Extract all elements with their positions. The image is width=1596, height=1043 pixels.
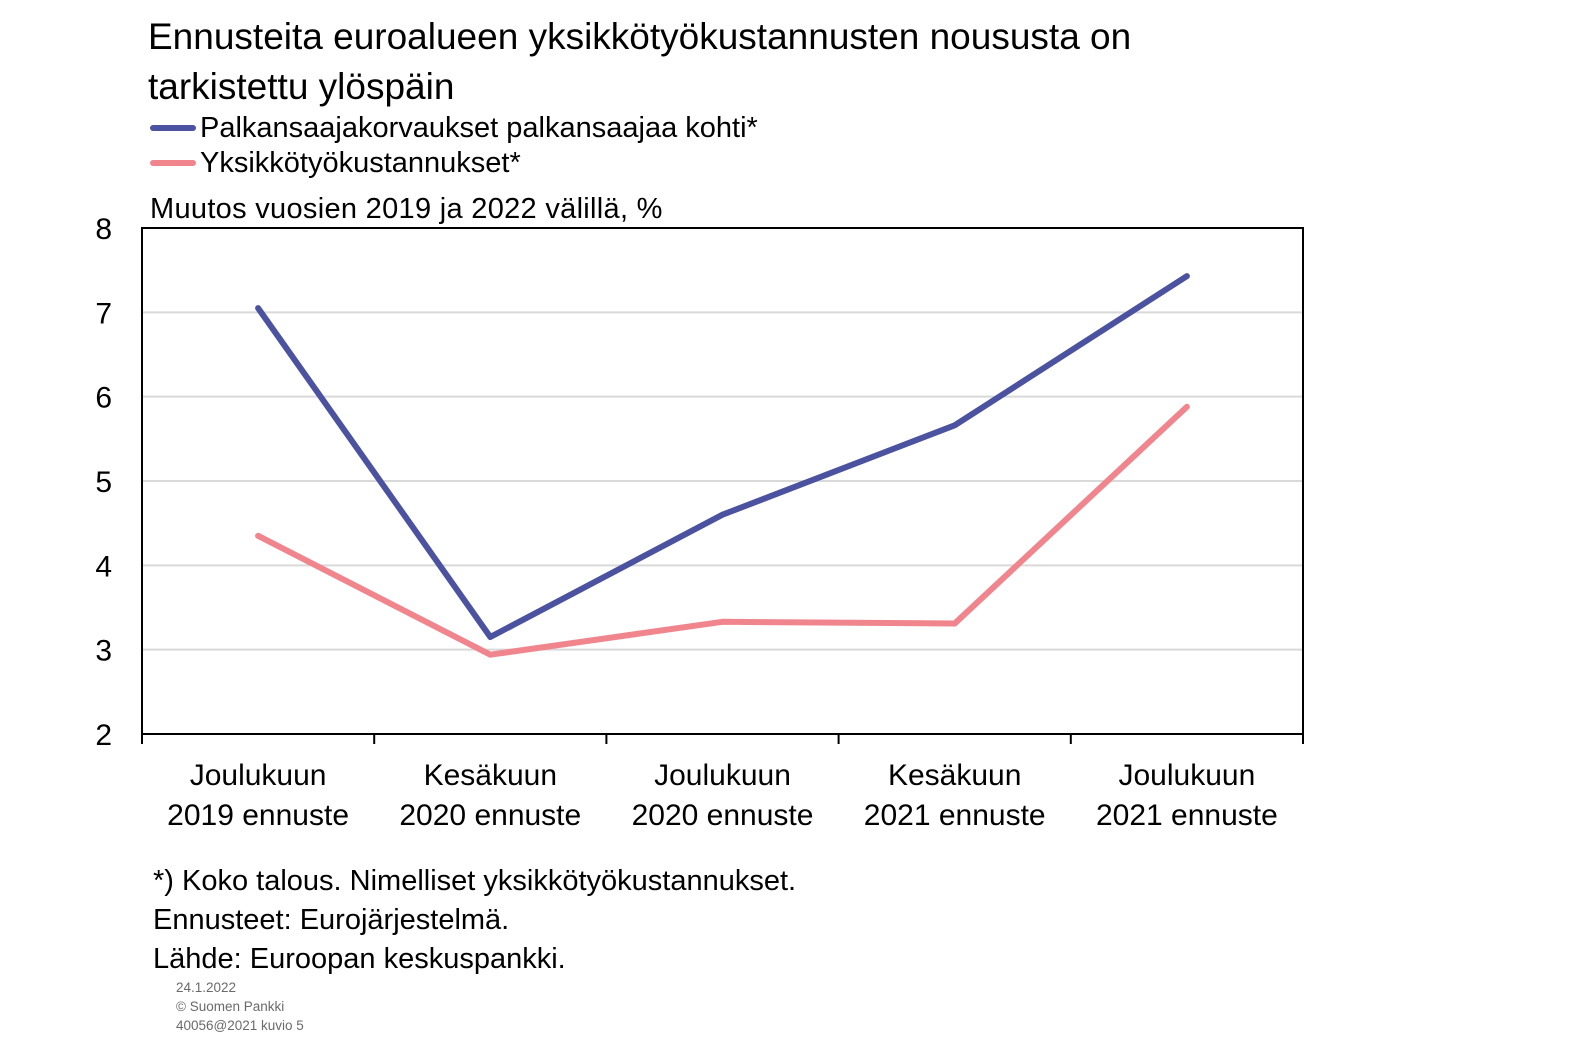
y-tick-label-7: 7 <box>95 297 112 330</box>
x-category-label-2: 2020 ennuste <box>399 799 581 832</box>
data-point-series-1-1 <box>257 307 260 310</box>
x-category-label-1: Joulukuun <box>190 759 327 792</box>
x-category-label-5: Joulukuun <box>1119 759 1256 792</box>
footnotes: *) Koko talous. Nimelliset yksikkötyökus… <box>153 862 796 979</box>
chart-title-line-2: tarkistettu ylöspäin <box>148 66 455 107</box>
series-line-1 <box>255 273 1190 640</box>
legend-label-series-1: Palkansaajakorvaukset palkansaajaa kohti… <box>200 111 758 144</box>
chart-title-line-1: Ennusteita euroalueen yksikkötyökustannu… <box>148 16 1132 57</box>
x-category-label-5: 2021 ennuste <box>1096 799 1278 832</box>
data-point-series-2-5 <box>1185 405 1188 408</box>
x-category-label-4: 2021 ennuste <box>864 799 1046 832</box>
y-tick-label-2: 2 <box>95 719 112 752</box>
data-point-series-2-4 <box>953 622 956 625</box>
series-line-2 <box>255 403 1190 658</box>
chart-code: 40056@2021 kuvio 5 <box>176 1018 304 1033</box>
plot-area-frame <box>141 227 1304 735</box>
x-category-label-2: Kesäkuun <box>424 759 557 792</box>
y-axis-label: Muutos vuosien 2019 ja 2022 välillä, % <box>150 193 663 225</box>
footnote-definition: *) Koko talous. Nimelliset yksikkötyökus… <box>153 865 797 897</box>
legend-label-series-2: Yksikkötyökustannukset* <box>200 146 521 179</box>
legend-item-series-2: Yksikkötyökustannukset* <box>150 143 521 183</box>
y-tick-label-3: 3 <box>95 635 112 668</box>
data-point-series-2-1 <box>257 534 260 537</box>
data-point-series-1-3 <box>721 513 724 516</box>
x-category-label-1: 2019 ennuste <box>167 799 349 832</box>
y-tick-label-8: 8 <box>95 213 112 246</box>
x-category-label-3: 2020 ennuste <box>632 799 814 832</box>
publication-date: 24.1.2022 <box>176 980 237 995</box>
data-point-series-2-2 <box>489 653 492 656</box>
y-tick-label-5: 5 <box>95 466 112 499</box>
legend-swatch-series-2 <box>150 160 196 166</box>
legend-item-series-1: Palkansaajakorvaukset palkansaajaa kohti… <box>150 108 758 148</box>
y-tick-label-6: 6 <box>95 382 112 415</box>
legend-swatch-series-1 <box>150 125 196 131</box>
footnote-forecasts: Ennusteet: Eurojärjestelmä. <box>153 904 510 936</box>
data-point-series-1-4 <box>953 424 956 427</box>
chart-title: Ennusteita euroalueen yksikkötyökustannu… <box>148 12 1448 112</box>
publisher: © Suomen Pankki <box>176 999 285 1014</box>
data-point-series-1-5 <box>1185 275 1188 278</box>
y-tick-label-4: 4 <box>95 550 112 583</box>
x-category-label-3: Joulukuun <box>654 759 791 792</box>
data-point-series-2-3 <box>721 620 724 623</box>
footnote-source: Lähde: Euroopan keskuspankki. <box>153 943 566 975</box>
publication-meta: 24.1.2022 © Suomen Pankki 40056@2021 kuv… <box>176 978 304 1035</box>
data-point-series-1-2 <box>489 636 492 639</box>
x-category-label-4: Kesäkuun <box>888 759 1021 792</box>
